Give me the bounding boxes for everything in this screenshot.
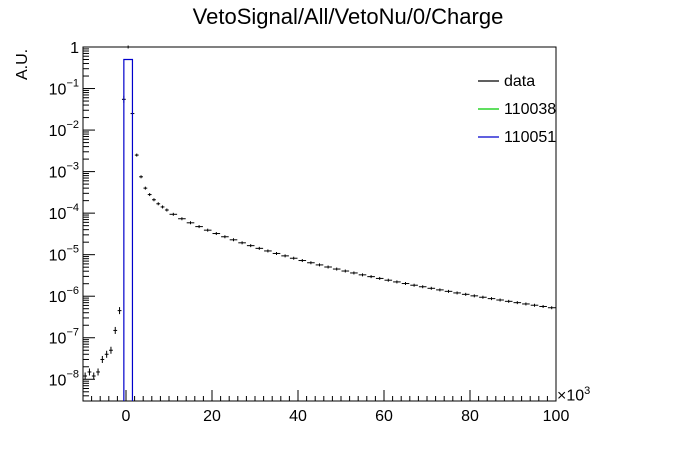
- histogram-bin-110051: [123, 58, 134, 401]
- data-point: [96, 368, 100, 376]
- data-point: [246, 244, 255, 248]
- x-ticks: 0 20 40 60 80 100: [82, 390, 570, 425]
- data-point: [427, 286, 436, 290]
- data-point: [178, 217, 186, 221]
- y-tick-label: 10−2: [49, 119, 79, 140]
- data-point: [350, 271, 358, 275]
- data-point: [126, 45, 131, 49]
- legend-entry: 110051: [478, 129, 556, 146]
- plot-frame: [82, 46, 557, 402]
- data-point: [203, 228, 212, 232]
- data-point: [367, 275, 375, 279]
- data-point: [289, 256, 298, 260]
- chart-title: VetoSignal/All/VetoNu/0/Charge: [192, 4, 504, 29]
- data-point: [272, 251, 281, 255]
- data-point: [87, 368, 92, 376]
- y-tick-label: 10−5: [49, 244, 79, 265]
- data-point: [100, 355, 105, 363]
- data-point: [152, 198, 156, 202]
- data-point: [109, 346, 113, 354]
- data-point: [530, 303, 539, 307]
- data-point: [169, 212, 178, 216]
- y-tick-label: 10−3: [49, 161, 79, 182]
- x-tick-label: 100: [543, 408, 570, 425]
- data-point: [195, 225, 203, 229]
- y-tick-label: 10−7: [49, 327, 79, 348]
- legend-label: 110038: [504, 101, 556, 118]
- data-point: [332, 267, 341, 271]
- y-tick-label: 10−4: [49, 202, 79, 223]
- data-point: [539, 304, 547, 308]
- data-point: [298, 259, 307, 263]
- data-point: [264, 249, 272, 253]
- y-tick-label: 10−1: [49, 78, 79, 99]
- data-point: [358, 273, 367, 277]
- data-point: [113, 326, 118, 334]
- data-point: [229, 238, 238, 242]
- data-point: [139, 175, 143, 179]
- data-point: [496, 298, 504, 302]
- legend: data 110038 110051: [478, 73, 556, 146]
- data-point: [134, 153, 139, 157]
- data-point: [410, 283, 418, 287]
- data-point: [164, 208, 169, 212]
- data-point: [143, 186, 148, 190]
- data-point: [513, 301, 522, 305]
- legend-entry: 110038: [478, 101, 556, 118]
- x-axis-scale-factor: ×103: [557, 385, 590, 405]
- data-point: [238, 241, 246, 245]
- data-point: [453, 291, 461, 295]
- legend-entry: data: [478, 73, 535, 90]
- data-point: [160, 205, 165, 209]
- x-tick-label: 60: [375, 408, 393, 425]
- x-scale-base: ×10: [557, 387, 585, 405]
- x-tick-label: 40: [289, 408, 307, 425]
- x-tick-label: 80: [461, 408, 479, 425]
- x-scale-exponent: 3: [584, 385, 591, 397]
- data-point: [547, 306, 556, 310]
- data-point: [522, 302, 530, 306]
- data-point: [504, 299, 513, 303]
- y-tick-label: 1: [70, 40, 79, 57]
- data-point: [212, 232, 221, 236]
- data-point: [315, 263, 324, 267]
- x-tick-label: 0: [122, 408, 131, 425]
- data-point: [221, 235, 229, 239]
- data-point: [307, 261, 315, 265]
- data-point: [393, 280, 401, 284]
- data-point: [436, 288, 444, 292]
- data-point: [384, 278, 393, 282]
- data-point: [470, 294, 479, 298]
- x-tick-label: 20: [203, 408, 221, 425]
- data-point: [401, 282, 410, 286]
- y-ticks: 1 10−1 10−2 10−3 10−4 10−5 10−6 10−7 10−8: [49, 40, 95, 402]
- data-point: [341, 269, 350, 273]
- data-point: [479, 295, 487, 299]
- data-point: [418, 285, 427, 289]
- data-point: [91, 372, 96, 380]
- legend-label: data: [504, 73, 535, 90]
- data-point: [156, 202, 161, 206]
- data-point: [147, 193, 152, 197]
- series-marks: [83, 45, 556, 401]
- y-tick-label: 10−6: [49, 285, 79, 306]
- data-point: [375, 276, 384, 280]
- legend-label: 110051: [504, 129, 556, 146]
- data-point: [444, 289, 453, 293]
- data-point: [487, 297, 496, 301]
- data-point: [281, 254, 289, 258]
- data-point: [255, 246, 264, 250]
- data-point: [186, 221, 195, 225]
- data-point: [104, 350, 109, 358]
- y-tick-label: 10−8: [49, 368, 79, 389]
- data-point: [117, 307, 122, 315]
- data-point: [324, 265, 332, 269]
- data-point: [461, 292, 470, 296]
- data-point: [83, 372, 88, 380]
